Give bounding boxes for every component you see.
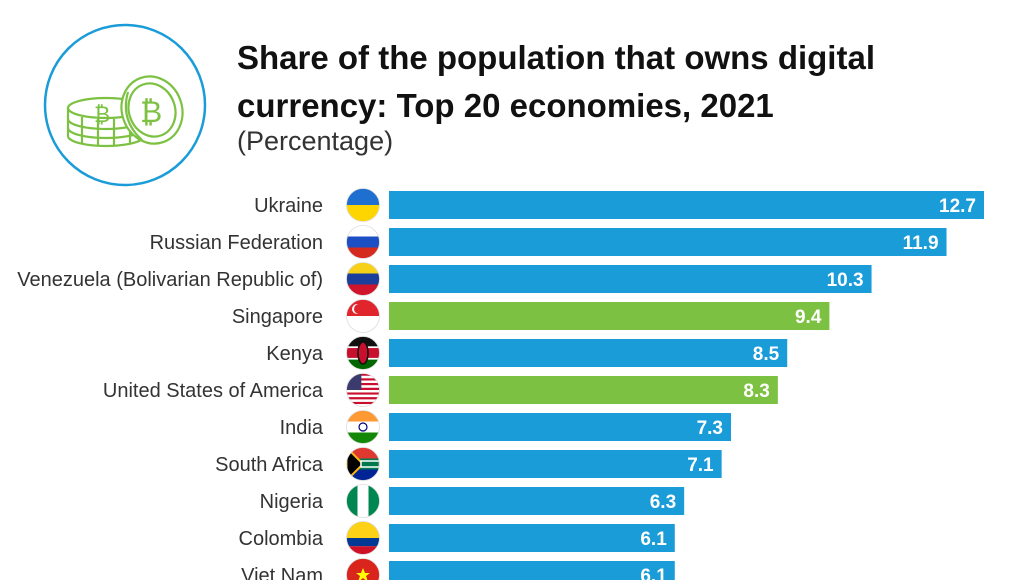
bar (389, 376, 778, 404)
nigeria-flag-icon (346, 484, 380, 518)
page-subtitle: (Percentage) (237, 126, 394, 156)
category-label: India (280, 417, 324, 439)
bar-row: Singapore 9.4 (232, 299, 830, 333)
usa-flag-icon (346, 373, 380, 407)
vietnam-flag-icon (346, 558, 380, 580)
category-label: Venezuela (Bolivarian Republic of) (17, 269, 323, 291)
category-label: South Africa (215, 454, 324, 476)
bar-row: Nigeria 6.3 (260, 484, 685, 518)
logo: ₿ ₿ (42, 22, 208, 188)
category-label: United States of America (103, 380, 324, 402)
bar (389, 413, 732, 441)
bar-row: India 7.3 (280, 410, 732, 444)
bar-row: Venezuela (Bolivarian Republic of) 10.3 (17, 262, 872, 296)
bar (389, 487, 685, 515)
value-label: 6.1 (640, 529, 667, 550)
category-label: Nigeria (260, 491, 324, 513)
value-label: 9.4 (795, 307, 822, 328)
bar-row: South Africa 7.1 (215, 447, 722, 481)
value-label: 11.9 (903, 233, 939, 254)
value-label: 7.3 (697, 418, 723, 439)
page-title: Share of the population that owns digita… (237, 39, 875, 124)
bar (389, 265, 872, 293)
category-label: Colombia (239, 528, 324, 550)
bar (389, 191, 984, 219)
category-label: Viet Nam (241, 565, 323, 580)
value-label: 8.3 (743, 381, 769, 402)
bar (389, 339, 788, 367)
bar-row: United States of America 8.3 (103, 373, 778, 407)
bar (389, 524, 675, 552)
category-label: Russian Federation (150, 232, 323, 254)
bar-row: Colombia 6.1 (239, 521, 675, 555)
svg-text:₿: ₿ (140, 96, 162, 129)
svg-text:₿: ₿ (94, 102, 110, 127)
value-label: 6.3 (650, 492, 676, 513)
ukraine-flag-icon (346, 188, 380, 222)
bar-row: Kenya 8.5 (266, 336, 788, 370)
value-label: 10.3 (827, 270, 864, 291)
south-africa-flag-icon (346, 447, 380, 481)
bar-row: Viet Nam 6.1 (241, 558, 675, 580)
value-label: 6.1 (640, 566, 667, 580)
kenya-flag-icon (346, 336, 380, 370)
venezuela-flag-icon (346, 262, 380, 296)
bar (389, 228, 947, 256)
russia-flag-icon (346, 225, 380, 259)
india-flag-icon (346, 410, 380, 444)
value-label: 7.1 (687, 455, 714, 476)
bar (389, 561, 675, 580)
category-label: Singapore (232, 306, 323, 328)
bar-row: Russian Federation 11.9 (150, 225, 947, 259)
bar-row: Ukraine 12.7 (254, 188, 984, 222)
bar (389, 450, 722, 478)
value-label: 8.5 (753, 344, 780, 365)
category-label: Ukraine (254, 195, 323, 217)
value-label: 12.7 (939, 196, 976, 217)
bar (389, 302, 830, 330)
colombia-flag-icon (346, 521, 380, 555)
bitcoin-coins-icon: ₿ ₿ (43, 23, 207, 187)
singapore-flag-icon (346, 299, 380, 333)
category-label: Kenya (266, 343, 324, 365)
